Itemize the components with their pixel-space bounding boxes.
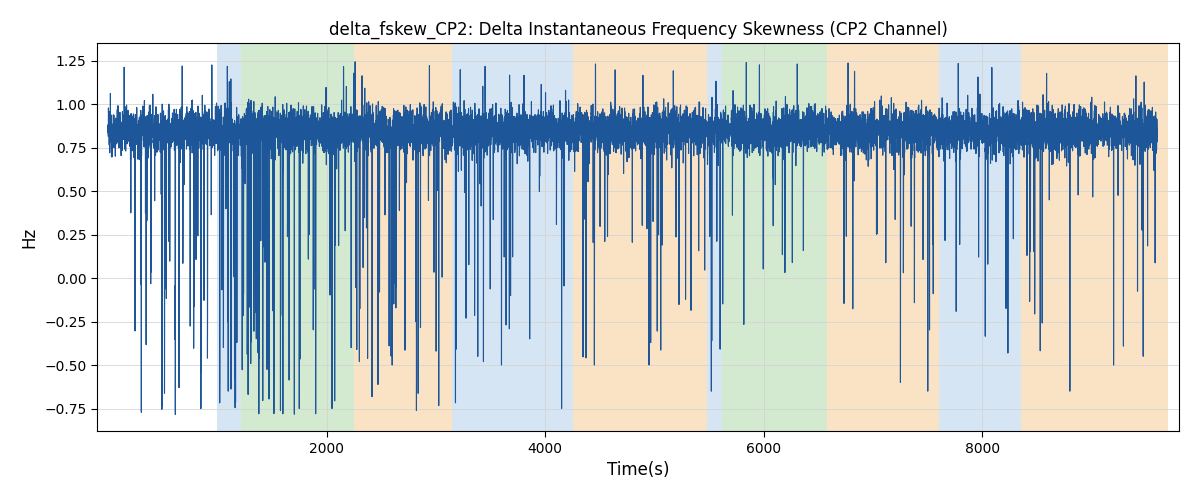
Title: delta_fskew_CP2: Delta Instantaneous Frequency Skewness (CP2 Channel): delta_fskew_CP2: Delta Instantaneous Fre… xyxy=(329,21,948,39)
Bar xyxy=(572,43,707,431)
Bar xyxy=(217,43,241,431)
X-axis label: Time(s): Time(s) xyxy=(607,461,670,479)
Bar xyxy=(722,43,827,431)
Bar xyxy=(241,43,354,431)
Bar xyxy=(452,43,572,431)
Bar xyxy=(707,43,722,431)
Bar xyxy=(827,43,938,431)
Bar xyxy=(938,43,1021,431)
Y-axis label: Hz: Hz xyxy=(20,226,38,248)
Bar xyxy=(1021,43,1169,431)
Bar xyxy=(354,43,452,431)
